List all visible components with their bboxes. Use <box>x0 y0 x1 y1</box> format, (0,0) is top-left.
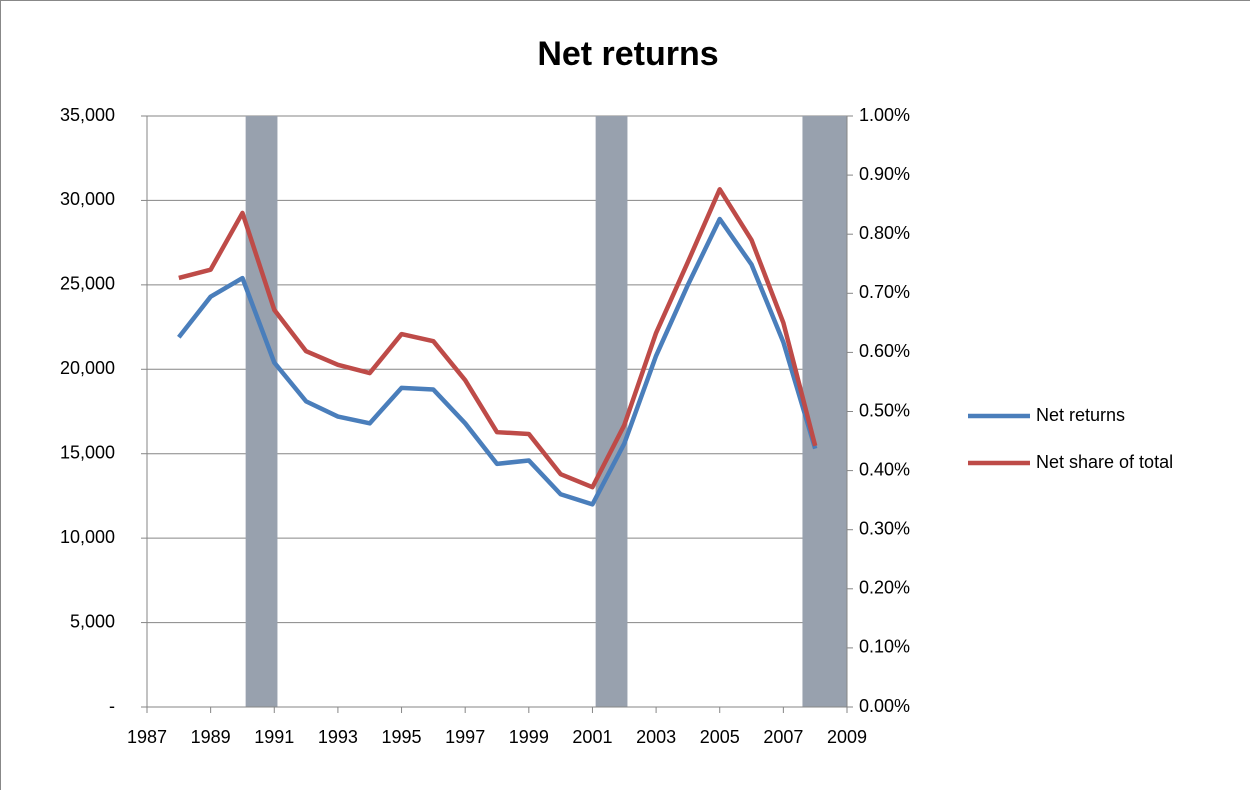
x-tick-label: 2003 <box>636 727 676 747</box>
x-tick-label: 2007 <box>763 727 803 747</box>
y2-tick-label: 0.20% <box>859 578 910 598</box>
legend-label: Net share of total <box>1036 452 1173 472</box>
x-tick-label: 2005 <box>700 727 740 747</box>
y2-tick-label: 0.90% <box>859 164 910 184</box>
y-tick-label: 15,000 <box>60 442 115 462</box>
x-tick-label: 1995 <box>382 727 422 747</box>
shaded-period <box>245 116 278 707</box>
y-tick-label: 20,000 <box>60 358 115 378</box>
y2-tick-label: 0.00% <box>859 696 910 716</box>
y2-tick-label: 0.10% <box>859 637 910 657</box>
shaded-period <box>595 116 628 707</box>
y2-tick-label: 0.70% <box>859 282 910 302</box>
y-tick-label: 5,000 <box>70 611 115 631</box>
y2-tick-label: 0.50% <box>859 400 910 420</box>
x-tick-label: 1991 <box>254 727 294 747</box>
y-tick-label: 10,000 <box>60 527 115 547</box>
x-tick-label: 1999 <box>509 727 549 747</box>
y2-tick-label: 0.60% <box>859 341 910 361</box>
x-tick-label: 1987 <box>127 727 167 747</box>
y2-tick-label: 0.30% <box>859 518 910 538</box>
y2-tick-label: 0.40% <box>859 459 910 479</box>
x-tick-label: 1997 <box>445 727 485 747</box>
y2-tick-label: 0.80% <box>859 223 910 243</box>
y2-tick-label: 1.00% <box>859 105 910 125</box>
y-tick-label: - <box>109 696 115 716</box>
x-tick-label: 1989 <box>191 727 231 747</box>
shaded-period <box>802 116 847 707</box>
legend-label: Net returns <box>1036 405 1125 425</box>
y-tick-label: 30,000 <box>60 189 115 209</box>
x-tick-label: 1993 <box>318 727 358 747</box>
chart-title: Net returns <box>537 35 718 73</box>
series-line <box>177 216 818 507</box>
y-tick-label: 35,000 <box>60 105 115 125</box>
y-tick-label: 25,000 <box>60 274 115 294</box>
x-tick-label: 2001 <box>572 727 612 747</box>
series-line <box>178 187 818 490</box>
x-tick-label: 2009 <box>827 727 867 747</box>
